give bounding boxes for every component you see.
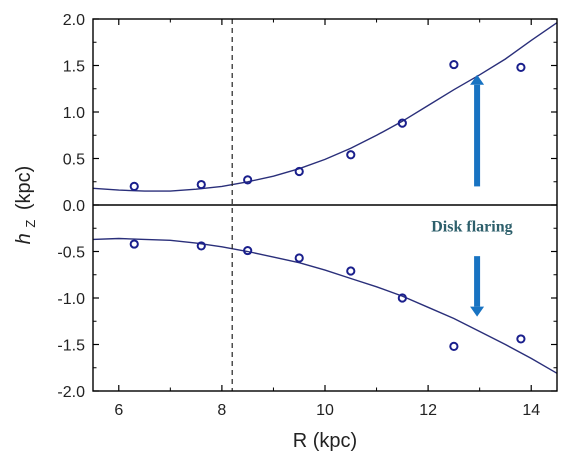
y-tick-label: 0.0 xyxy=(63,198,85,215)
data-point xyxy=(243,175,253,185)
y-tick-label: -1.5 xyxy=(57,338,85,355)
disk-flaring-label: Disk flaring xyxy=(431,218,512,235)
arrow-down-head xyxy=(470,306,485,317)
data-point xyxy=(129,239,139,249)
data-point xyxy=(243,245,253,256)
data-point xyxy=(346,266,356,276)
y-axis-label-unit: (kpc) xyxy=(13,166,35,210)
y-tick-label: 1.5 xyxy=(63,59,85,76)
data-point xyxy=(449,341,459,351)
y-tick-label: -1.0 xyxy=(57,291,85,308)
data-point xyxy=(516,334,526,344)
y-tick-label: 2.0 xyxy=(63,12,85,29)
arrow-down-shaft xyxy=(474,256,481,307)
y-axis-label-main: h xyxy=(13,233,35,244)
data-point xyxy=(129,181,139,191)
x-tick-label: 10 xyxy=(316,402,334,419)
data-point xyxy=(294,253,304,263)
data-point xyxy=(346,150,356,160)
x-tick-label: 6 xyxy=(114,402,123,419)
data-point xyxy=(397,118,407,128)
y-axis-label-sub: Z xyxy=(23,220,38,228)
x-axis-label: R (kpc) xyxy=(293,430,357,452)
data-points xyxy=(129,59,526,351)
data-point xyxy=(516,62,526,72)
y-tick-label: 0.5 xyxy=(63,152,85,169)
x-tick-label: 8 xyxy=(217,402,226,419)
x-tick-label: 12 xyxy=(419,402,437,419)
x-tick-label: 14 xyxy=(522,402,540,419)
y-tick-label: 1.0 xyxy=(63,105,85,122)
arrow-up-shaft xyxy=(474,84,481,187)
fit-curve xyxy=(92,22,558,192)
y-axis-label: h Z (kpc) xyxy=(13,166,40,245)
fit-curves xyxy=(92,22,558,374)
y-tick-label: -0.5 xyxy=(57,245,85,262)
y-tick-label: -2.0 xyxy=(57,384,85,401)
y-axis-ticks: 2.0 1.5 1.0 0.5 0.0 -0.5 -1.0 -1.5 -2.0 xyxy=(57,12,557,401)
data-point xyxy=(196,241,206,251)
arrow-up-head xyxy=(470,74,485,85)
data-point xyxy=(294,166,304,177)
arrows xyxy=(470,74,485,317)
x-axis-ticks: 6 8 10 12 14 xyxy=(114,19,540,419)
data-point xyxy=(449,59,459,70)
data-point xyxy=(397,293,407,303)
fit-curve xyxy=(92,237,558,374)
data-point xyxy=(196,179,206,190)
